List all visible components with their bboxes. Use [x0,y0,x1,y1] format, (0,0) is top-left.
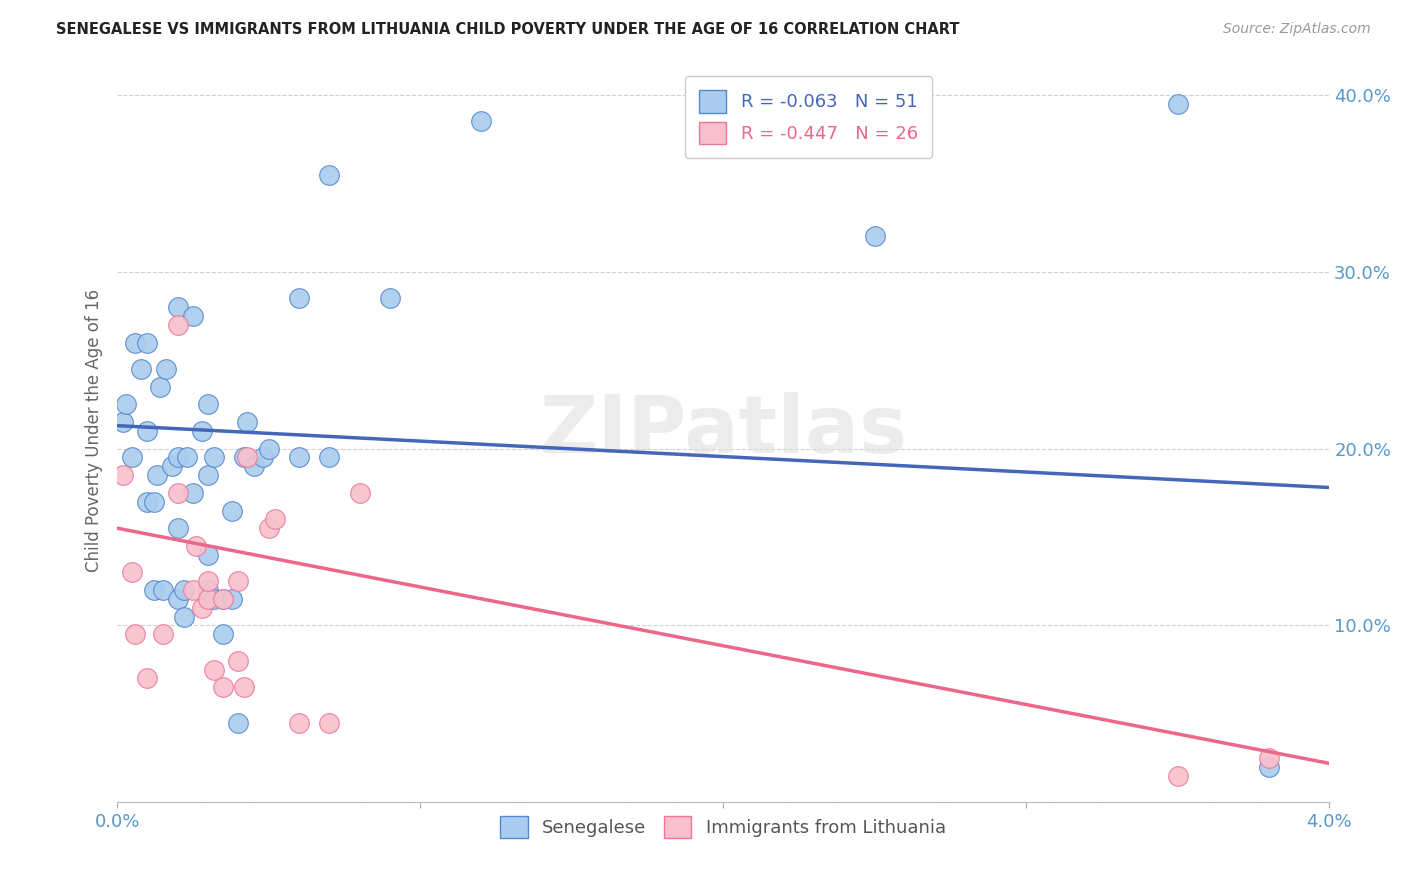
Point [651,17,673,31]
Point [221,503,243,517]
Point [212,591,235,606]
Point [155,362,177,376]
Point [136,424,159,438]
Point [152,627,174,641]
Point [228,715,250,730]
Point [470,114,492,128]
Point [233,450,256,465]
Point [121,566,143,580]
Y-axis label: Child Poverty Under the Age of 16: Child Poverty Under the Age of 16 [86,289,103,573]
Point [136,672,159,686]
Text: ZIPatlas: ZIPatlas [538,392,907,470]
Point [115,397,138,411]
Point [202,591,225,606]
Point [257,521,280,535]
Point [1257,760,1279,774]
Legend: Senegalese, Immigrants from Lithuania: Senegalese, Immigrants from Lithuania [494,809,953,846]
Point [176,450,198,465]
Point [263,512,285,526]
Point [136,335,159,350]
Point [181,309,204,323]
Point [121,450,143,465]
Point [160,459,183,474]
Point [197,591,219,606]
Point [197,583,219,598]
Point [288,291,311,305]
Point [236,415,259,429]
Point [863,229,886,244]
Point [191,600,214,615]
Point [288,715,311,730]
Point [173,583,195,598]
Point [112,468,135,483]
Point [197,548,219,562]
Point [145,468,167,483]
Point [197,574,219,589]
Point [349,485,371,500]
Point [228,654,250,668]
Point [228,574,250,589]
Point [378,291,401,305]
Point [191,424,214,438]
Point [181,485,204,500]
Point [212,681,235,695]
Point [318,168,340,182]
Point [1167,769,1189,783]
Point [124,335,146,350]
Point [233,681,256,695]
Point [142,583,165,598]
Point [166,521,188,535]
Point [124,627,146,641]
Point [181,583,204,598]
Point [212,627,235,641]
Point [184,539,207,553]
Point [1167,96,1189,111]
Point [166,450,188,465]
Text: Source: ZipAtlas.com: Source: ZipAtlas.com [1223,22,1371,37]
Point [288,450,311,465]
Point [166,300,188,314]
Point [112,415,135,429]
Point [166,318,188,332]
Point [242,459,264,474]
Text: SENEGALESE VS IMMIGRANTS FROM LITHUANIA CHILD POVERTY UNDER THE AGE OF 16 CORREL: SENEGALESE VS IMMIGRANTS FROM LITHUANIA … [56,22,960,37]
Point [1257,751,1279,765]
Point [197,397,219,411]
Point [149,380,172,394]
Point [257,442,280,456]
Point [136,494,159,508]
Point [318,450,340,465]
Point [197,468,219,483]
Point [318,715,340,730]
Point [236,450,259,465]
Point [212,591,235,606]
Point [252,450,274,465]
Point [166,591,188,606]
Point [166,485,188,500]
Point [202,450,225,465]
Point [202,663,225,677]
Point [173,609,195,624]
Point [131,362,153,376]
Point [142,494,165,508]
Point [221,591,243,606]
Point [152,583,174,598]
